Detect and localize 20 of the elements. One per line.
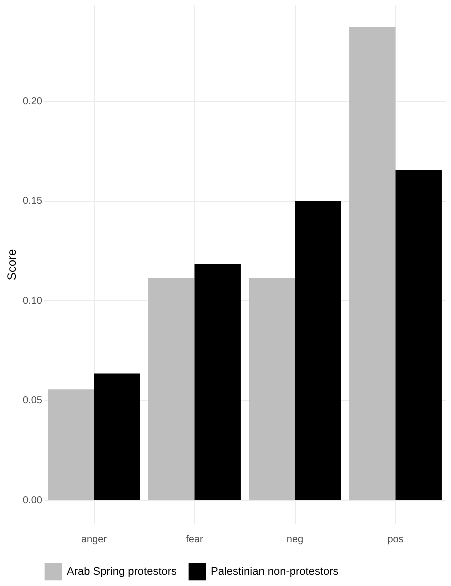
x-tick-label: anger bbox=[81, 534, 108, 546]
legend-label: Arab Spring protestors bbox=[67, 566, 178, 578]
y-axis-title: Score bbox=[5, 249, 20, 281]
bar bbox=[48, 390, 94, 500]
bar bbox=[249, 278, 296, 500]
x-tick-label: pos bbox=[388, 534, 404, 546]
x-tick-label: neg bbox=[286, 534, 304, 546]
y-tick-label: 0.20 bbox=[23, 96, 43, 108]
bar bbox=[194, 264, 241, 500]
x-tick-label: fear bbox=[186, 534, 204, 546]
y-tick-label: 0.05 bbox=[23, 396, 43, 407]
bar bbox=[148, 278, 195, 500]
legend-label: Palestinian non-protestors bbox=[211, 566, 340, 578]
y-tick-label: 0.10 bbox=[23, 296, 43, 307]
bar bbox=[295, 201, 342, 500]
y-tick-label: 0.15 bbox=[23, 196, 43, 208]
bar bbox=[350, 28, 396, 500]
bar bbox=[396, 170, 442, 500]
y-tick-label: 0.00 bbox=[23, 496, 43, 507]
bar bbox=[94, 374, 140, 500]
